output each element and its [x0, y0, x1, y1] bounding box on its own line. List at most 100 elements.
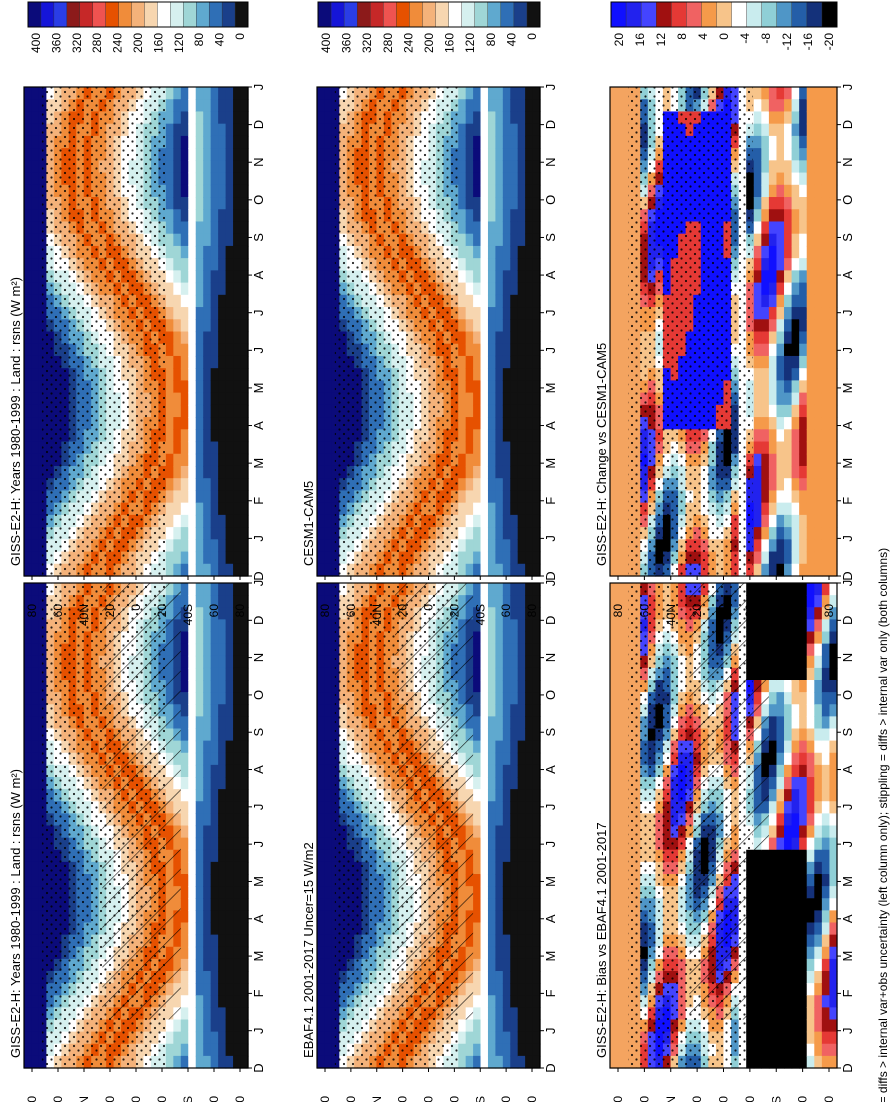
colorbar-tick-label: 240 — [401, 33, 415, 53]
heatmap-cell — [225, 209, 234, 223]
heatmap-cell — [31, 728, 40, 742]
heatmap-cell — [473, 453, 482, 467]
heatmap-cell — [180, 441, 189, 455]
heatmap-cell — [218, 595, 227, 608]
heatmap-cell — [480, 764, 489, 778]
heatmap-cell — [532, 1043, 541, 1057]
heatmap-cell — [225, 123, 234, 137]
heatmap-cell — [487, 245, 496, 259]
heatmap-cell — [324, 209, 333, 223]
heatmap-cell — [473, 87, 482, 100]
heatmap-cell — [480, 837, 489, 851]
heatmap-cell — [525, 934, 534, 948]
heatmap-cell — [458, 282, 467, 296]
heatmap-cell — [180, 502, 189, 516]
heatmap-cell — [225, 87, 234, 100]
heatmap-cell — [324, 392, 333, 406]
heatmap-cell — [480, 453, 489, 467]
heatmap-cell — [188, 380, 197, 394]
colorbar-tick-label: 360 — [49, 33, 63, 53]
heatmap-cell — [502, 680, 511, 693]
heatmap-cell — [240, 886, 249, 899]
heatmap-cell — [31, 849, 40, 863]
heatmap-cell — [233, 221, 242, 235]
heatmap-cell — [210, 135, 219, 149]
heatmap-cell — [495, 983, 504, 996]
heatmap-cell — [465, 319, 474, 333]
heatmap-cell — [480, 777, 489, 790]
heatmap-cell — [165, 172, 174, 186]
heatmap-cell — [480, 514, 489, 528]
heatmap-cell — [517, 429, 526, 443]
heatmap-cell — [487, 417, 496, 430]
heatmap-cell — [24, 233, 33, 247]
heatmap-cell — [473, 595, 482, 608]
heatmap-cell — [225, 1019, 234, 1033]
colorbar-tick-label: 120 — [463, 33, 477, 53]
heatmap-cell — [510, 294, 519, 308]
colorbar-tick-label: 320 — [360, 33, 374, 53]
heatmap-cell — [210, 692, 219, 705]
heatmap-cell — [510, 123, 519, 137]
heatmap-cell — [473, 643, 482, 657]
heatmap-cell — [31, 813, 40, 827]
heatmap-cell — [525, 946, 534, 960]
heatmap-cell — [225, 789, 234, 802]
heatmap-cell — [195, 995, 204, 1008]
heatmap-cell — [165, 429, 174, 443]
heatmap-cell — [225, 270, 234, 284]
heatmap-cell — [317, 874, 326, 887]
heatmap-cell — [517, 1031, 526, 1045]
heatmap-cell — [225, 355, 234, 369]
heatmap-cell — [465, 270, 474, 284]
heatmap-cell — [495, 631, 504, 645]
heatmap-cell — [517, 184, 526, 198]
heatmap-cell — [210, 631, 219, 645]
heatmap-cell — [165, 87, 174, 100]
heatmap-cell — [240, 551, 249, 565]
heatmap-cell — [517, 861, 526, 875]
heatmap-cell — [165, 355, 174, 369]
heatmap-cell — [473, 331, 482, 345]
heatmap-cell — [317, 849, 326, 863]
heatmap-cell — [240, 692, 249, 705]
heatmap-cell — [165, 392, 174, 406]
heatmap-cell — [218, 514, 227, 528]
heatmap-cell — [218, 123, 227, 137]
heatmap-cell — [195, 307, 204, 320]
heatmap-cell — [502, 404, 511, 418]
heatmap-cell — [225, 99, 234, 113]
heatmap-cell — [195, 404, 204, 418]
latitude-tick-label: 0 — [422, 1096, 436, 1102]
heatmap-cell — [203, 995, 212, 1008]
heatmap-cell — [31, 392, 40, 406]
heatmap-cell — [233, 563, 242, 577]
heatmap-cell — [502, 692, 511, 705]
heatmap-cell — [188, 789, 197, 802]
heatmap-cell — [218, 392, 227, 406]
heatmap-cell — [480, 995, 489, 1008]
heatmap-cell — [473, 355, 482, 369]
heatmap-cell — [195, 728, 204, 742]
heatmap-cell — [324, 160, 333, 174]
heatmap-cell — [517, 655, 526, 669]
heatmap-cell — [180, 910, 189, 924]
heatmap-cell — [218, 441, 227, 455]
month-tick-label: A — [543, 914, 558, 923]
heatmap-cell — [317, 983, 326, 996]
heatmap-cell — [233, 148, 242, 161]
heatmap-cell — [233, 1055, 242, 1069]
heatmap-cell — [495, 643, 504, 657]
heatmap-cell — [517, 704, 526, 717]
heatmap-cell — [324, 898, 333, 911]
heatmap-cell — [195, 429, 204, 443]
heatmap-cell — [487, 1007, 496, 1021]
heatmap-cell — [218, 148, 227, 161]
heatmap-cell — [510, 1019, 519, 1033]
heatmap-cell — [233, 441, 242, 455]
heatmap-cell — [510, 886, 519, 899]
heatmap-cell — [218, 197, 227, 210]
heatmap-cell — [218, 417, 227, 430]
heatmap-cell — [233, 453, 242, 467]
